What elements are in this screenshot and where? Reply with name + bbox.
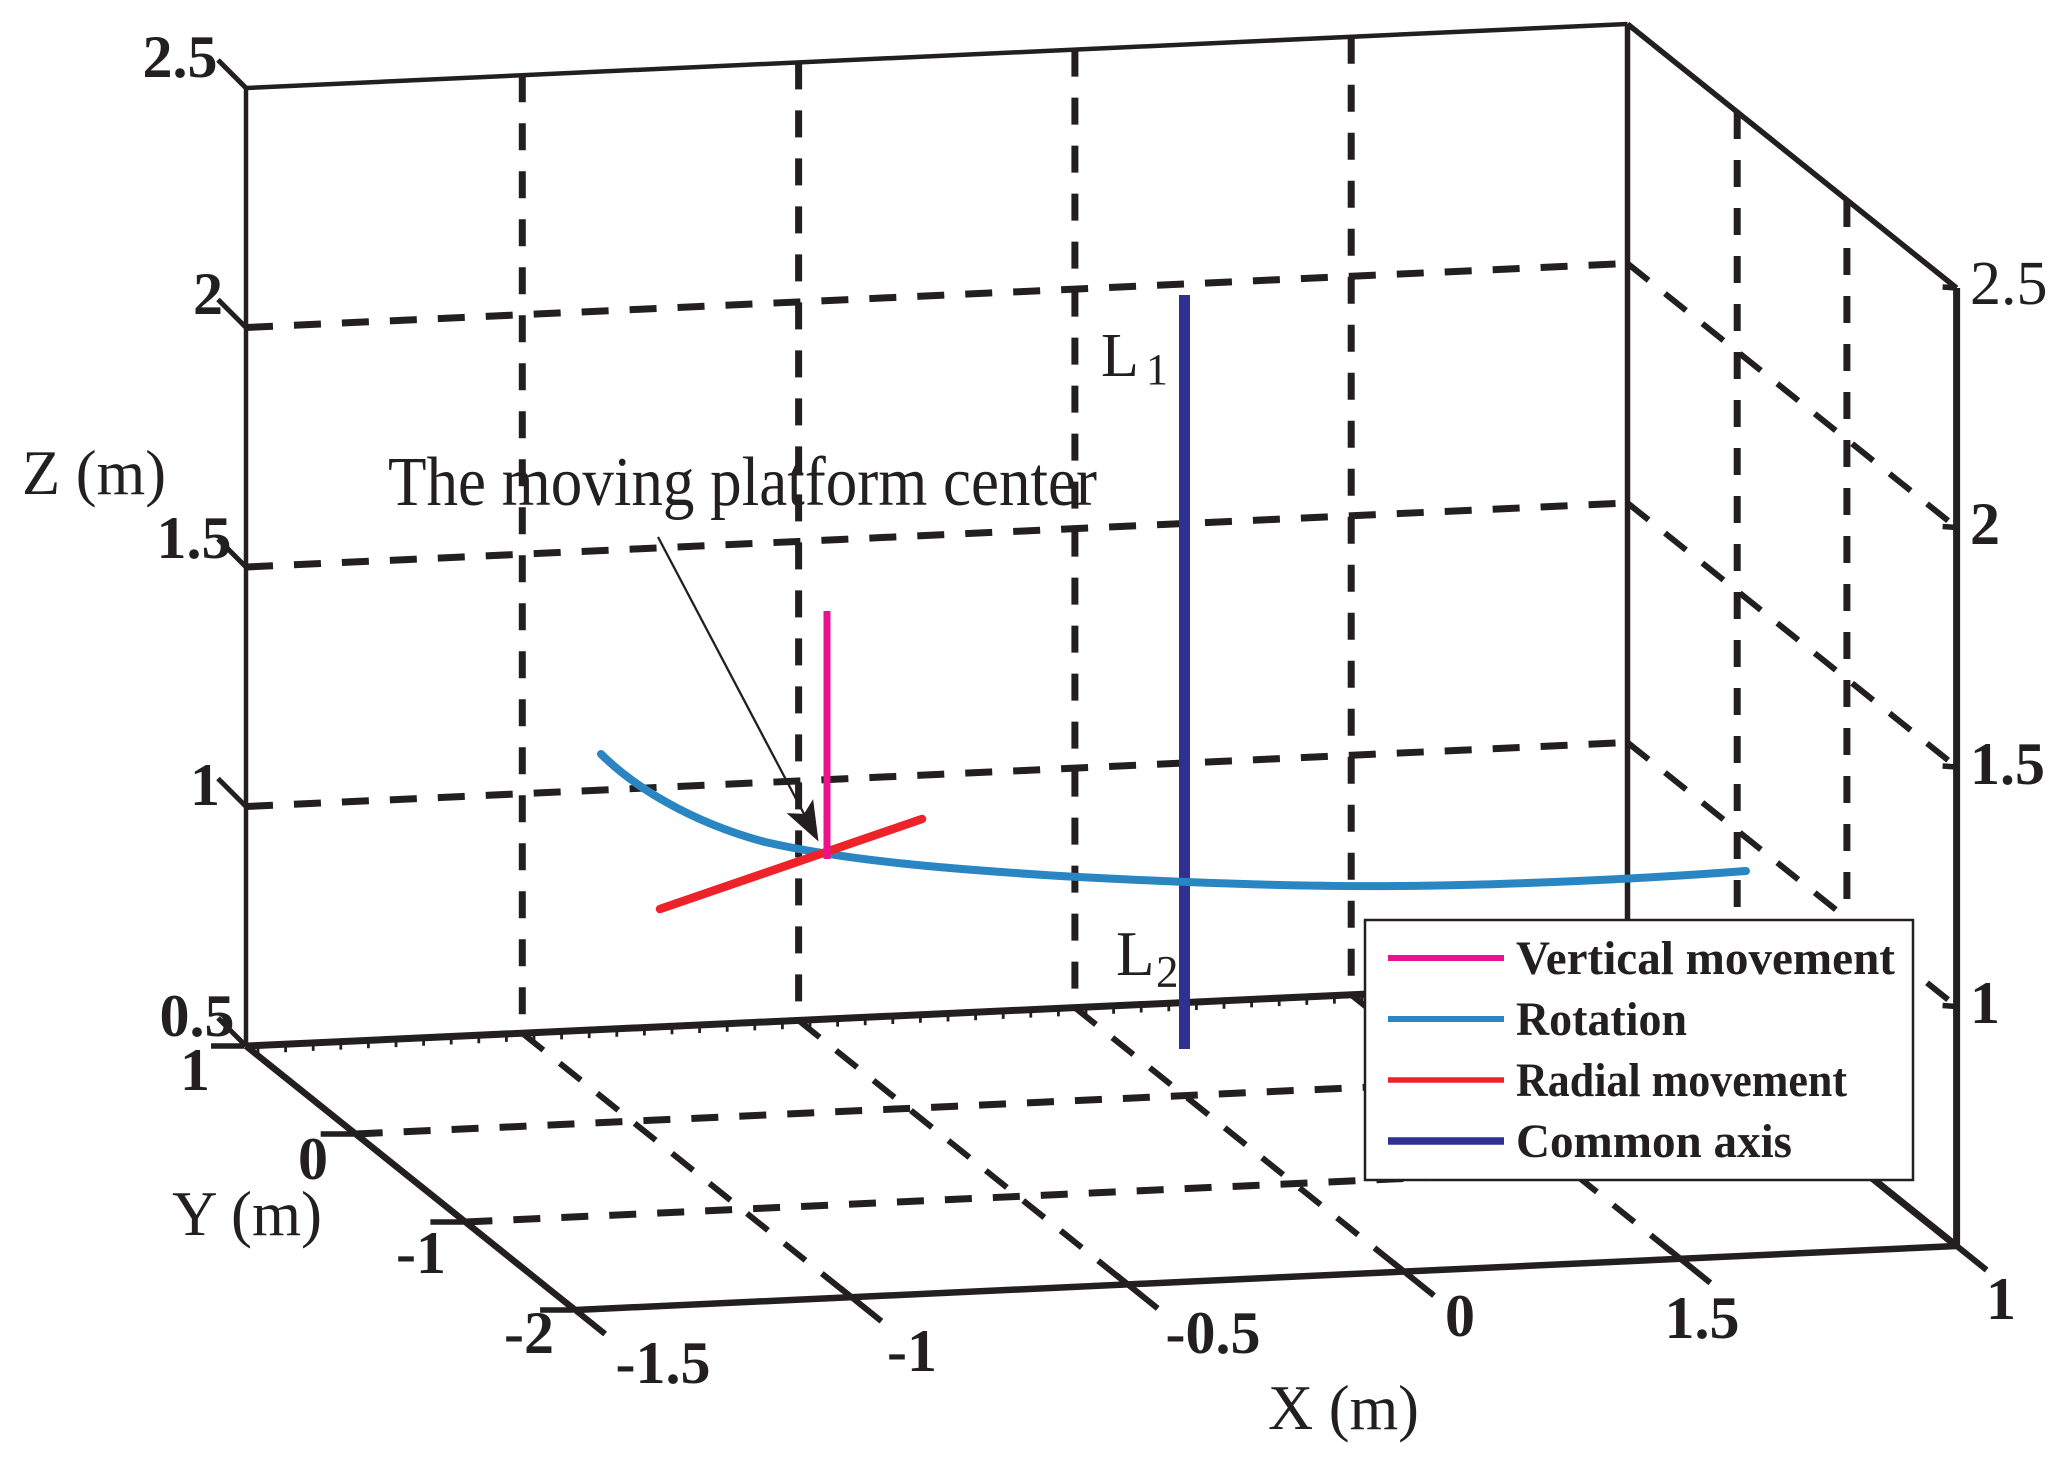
svg-text:Common axis: Common axis: [1516, 1115, 1792, 1168]
svg-text:Rotation: Rotation: [1516, 993, 1687, 1046]
svg-text:2: 2: [193, 261, 223, 327]
svg-text:2: 2: [1156, 947, 1179, 997]
svg-text:The moving platform center: The moving platform center: [388, 444, 1097, 521]
svg-text:-0.5: -0.5: [1166, 1300, 1261, 1366]
svg-text:Z (m): Z (m): [22, 437, 166, 508]
svg-text:1.5: 1.5: [1665, 1285, 1740, 1351]
svg-text:Y (m): Y (m): [172, 1178, 322, 1249]
svg-text:1.5: 1.5: [1970, 731, 2045, 797]
svg-text:1: 1: [1146, 345, 1168, 394]
svg-text:X (m): X (m): [1268, 1372, 1419, 1443]
svg-text:2.5: 2.5: [1970, 250, 2048, 318]
svg-text:2.5: 2.5: [143, 24, 218, 90]
svg-text:2: 2: [1970, 491, 2000, 557]
svg-text:0: 0: [1445, 1283, 1475, 1349]
svg-text:-1: -1: [396, 1220, 446, 1286]
svg-text:Vertical movement: Vertical movement: [1516, 932, 1895, 985]
svg-text:1: 1: [1970, 970, 2000, 1036]
svg-text:L: L: [1116, 919, 1154, 989]
svg-text:1: 1: [180, 1037, 210, 1103]
svg-text:0.5: 0.5: [160, 983, 235, 1049]
svg-text:1: 1: [190, 752, 220, 818]
svg-text:-1.5: -1.5: [616, 1330, 711, 1396]
svg-text:Radial movement: Radial movement: [1516, 1054, 1847, 1107]
svg-text:-2: -2: [504, 1300, 554, 1366]
svg-text:1: 1: [1986, 1266, 2016, 1332]
svg-text:0: 0: [298, 1126, 328, 1192]
svg-text:L: L: [1101, 322, 1139, 390]
svg-text:-1: -1: [887, 1318, 937, 1384]
svg-text:1.5: 1.5: [157, 505, 232, 571]
